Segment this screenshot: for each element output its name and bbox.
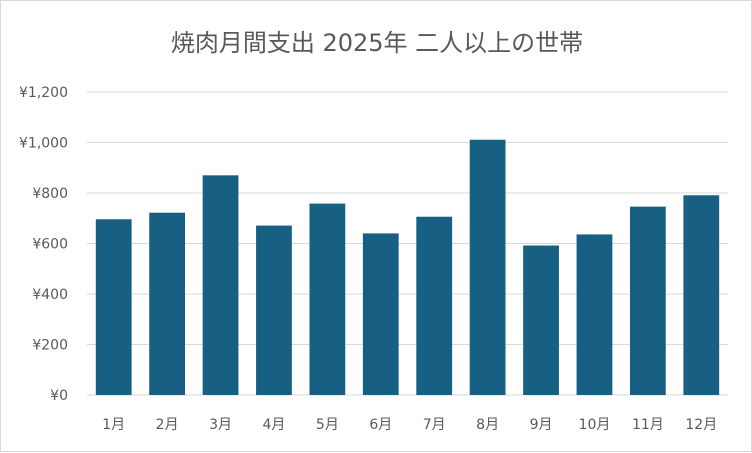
bar <box>256 225 292 395</box>
x-axis-tick-labels: 1月 2月 3月 4月 5月 6月 7月 8月 9月 10月 11月 12月 <box>102 417 717 433</box>
x-tick-label: 8月 <box>476 417 499 433</box>
bar <box>523 245 559 395</box>
x-tick-label: 4月 <box>262 417 285 433</box>
y-tick-label: ¥200 <box>32 338 68 354</box>
x-tick-label: 1月 <box>102 417 125 433</box>
x-tick-label: 2月 <box>156 417 179 433</box>
x-tick-label: 6月 <box>369 417 392 433</box>
x-tick-label: 3月 <box>209 417 232 433</box>
y-tick-label: ¥400 <box>32 287 68 303</box>
bar-series <box>95 139 720 395</box>
y-axis-tick-labels: ¥0 ¥200 ¥400 ¥600 ¥800 ¥1,000 ¥1,200 <box>19 85 68 404</box>
y-tick-label: ¥1,000 <box>19 136 68 152</box>
x-tick-label: 11月 <box>632 417 664 433</box>
bar <box>95 219 132 395</box>
x-tick-label: 10月 <box>579 417 611 433</box>
x-tick-label: 9月 <box>530 417 553 433</box>
bar <box>362 233 399 395</box>
y-tick-label: ¥800 <box>32 186 68 202</box>
bar <box>629 206 666 395</box>
x-tick-label: 7月 <box>423 417 446 433</box>
bar <box>202 175 239 395</box>
bar <box>416 216 453 395</box>
bar <box>576 234 613 395</box>
x-tick-label: 5月 <box>316 417 339 433</box>
y-tick-label: ¥0 <box>50 388 68 404</box>
y-tick-label: ¥600 <box>32 237 68 253</box>
x-tick-label: 12月 <box>685 417 717 433</box>
bar <box>469 139 506 395</box>
chart-title: 焼肉月間支出 2025年 二人以上の世帯 <box>171 29 583 57</box>
bar <box>309 203 346 395</box>
bar <box>149 212 186 395</box>
gridlines <box>87 91 728 396</box>
y-tick-label: ¥1,200 <box>19 85 68 101</box>
bar <box>683 195 720 395</box>
